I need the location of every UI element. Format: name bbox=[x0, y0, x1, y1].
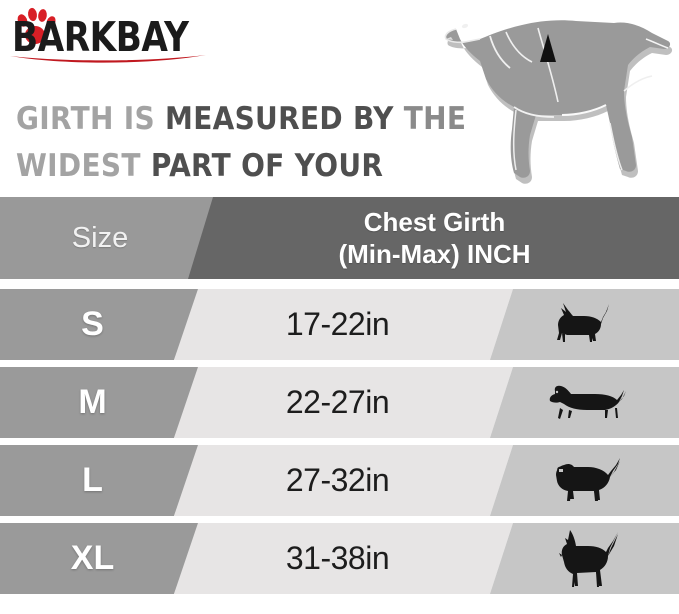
tagline-seg-2: MEASURED BY bbox=[165, 100, 394, 137]
table-row[interactable]: M 22-27in bbox=[0, 367, 679, 438]
tagline-seg-5: PART OF YOUR bbox=[150, 147, 384, 184]
bulldog-silhouette-icon bbox=[556, 457, 620, 501]
chihuahua-silhouette-icon bbox=[557, 302, 609, 342]
table-header-row: Size Chest Girth (Min-Max) INCH bbox=[0, 197, 679, 279]
column-header-chest-girth: Chest Girth (Min-Max) INCH bbox=[190, 197, 679, 279]
cell-dog-icon bbox=[495, 523, 679, 594]
header-girth-background bbox=[188, 197, 679, 279]
great-dane-silhouette-icon bbox=[559, 529, 618, 587]
cell-size: M bbox=[78, 383, 107, 421]
table-row[interactable]: S 17-22in bbox=[0, 289, 679, 360]
cell-dog-icon bbox=[495, 367, 679, 438]
dachshund-silhouette-icon bbox=[549, 385, 626, 419]
tagline-seg-1: GIRTH IS bbox=[16, 100, 155, 137]
tagline-seg-3: THE bbox=[403, 100, 467, 137]
cell-size: S bbox=[81, 305, 104, 343]
cell-chest-girth: 17-22in bbox=[285, 306, 390, 342]
cell-chest-girth: 31-38in bbox=[285, 540, 390, 576]
brand-logo: BARKBAY bbox=[4, 4, 214, 66]
row-size-background bbox=[0, 367, 200, 438]
table-row[interactable]: L 27-32in bbox=[0, 445, 679, 516]
chest-girth-triangle-marker bbox=[540, 34, 556, 62]
row-measure-background bbox=[173, 523, 513, 594]
cell-size: XL bbox=[70, 539, 115, 577]
logo-underline-swoosh bbox=[10, 55, 206, 63]
cell-dog-icon bbox=[495, 445, 679, 516]
row-measure-background bbox=[173, 289, 513, 360]
cell-size: L bbox=[82, 461, 103, 499]
header-size-background bbox=[0, 197, 215, 279]
dog-side-profile-illustration bbox=[444, 20, 673, 184]
brand-wordmark: BARKBAY bbox=[12, 14, 189, 62]
row-size-background bbox=[0, 445, 200, 516]
size-chart-table: Size Chest Girth (Min-Max) INCH S 17-22i… bbox=[0, 197, 679, 601]
cell-chest-girth: 22-27in bbox=[285, 384, 390, 420]
column-header-chest-girth-line2: (Min-Max) INCH bbox=[338, 239, 531, 269]
row-size-background bbox=[0, 289, 200, 360]
row-measure-background bbox=[173, 367, 513, 438]
table-row[interactable]: XL 31-38in bbox=[0, 523, 679, 594]
tagline-seg-4: WIDEST bbox=[16, 147, 141, 184]
cell-chest-girth: 27-32in bbox=[285, 462, 390, 498]
row-size-background bbox=[0, 523, 200, 594]
column-header-size: Size bbox=[71, 221, 129, 254]
paw-print-icon bbox=[17, 7, 56, 44]
column-header-chest-girth-line1: Chest Girth bbox=[363, 207, 506, 237]
cell-dog-icon bbox=[495, 289, 679, 360]
row-measure-background bbox=[173, 445, 513, 516]
